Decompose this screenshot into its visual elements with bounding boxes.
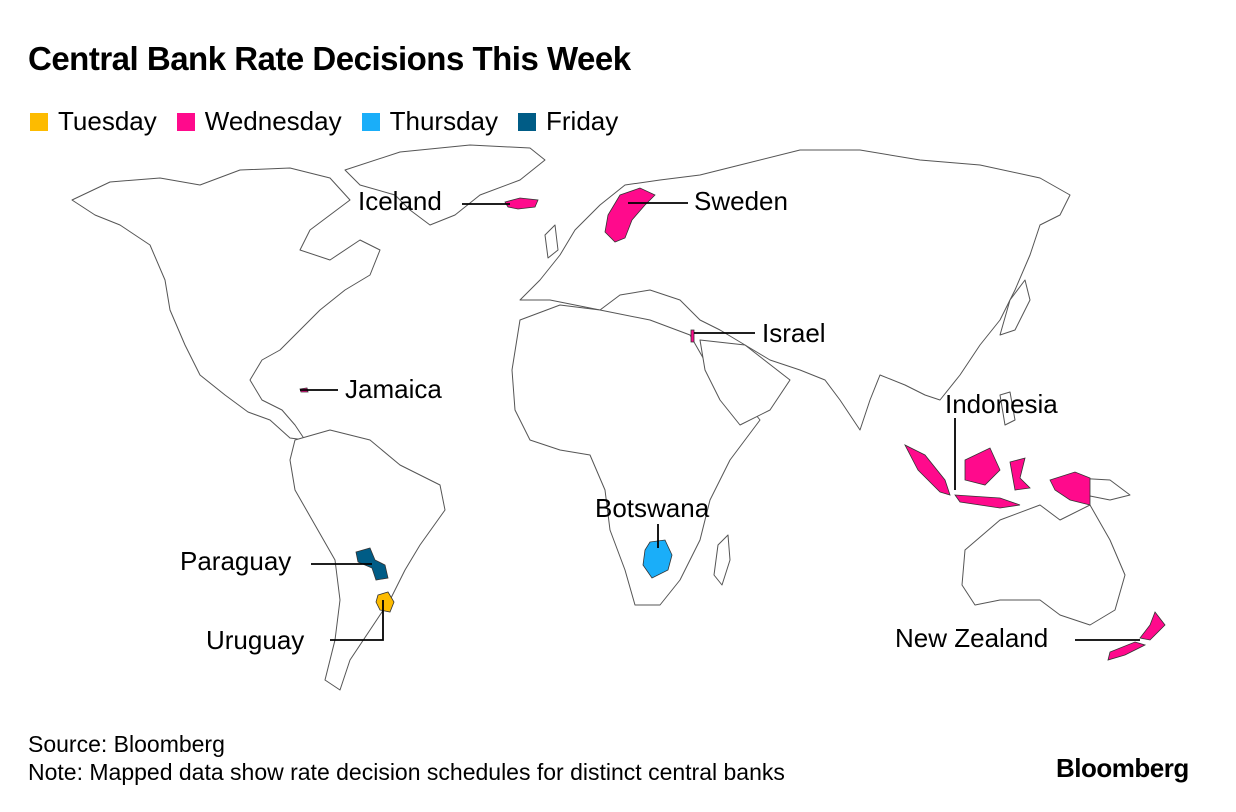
land-outlines — [71, 144, 1131, 691]
legend-label: Tuesday — [58, 106, 157, 136]
label-indonesia: Indonesia — [945, 389, 1058, 419]
new-zealand-shape — [1107, 611, 1166, 661]
legend-item-wednesday: Wednesday — [176, 106, 342, 137]
legend-swatch — [361, 112, 380, 131]
legend: Tuesday Wednesday Thursday Friday — [30, 106, 618, 137]
legend-item-tuesday: Tuesday — [30, 106, 157, 137]
legend-swatch — [176, 112, 195, 131]
label-iceland: Iceland — [358, 186, 442, 216]
legend-swatch — [518, 112, 536, 131]
legend-label: Friday — [546, 106, 619, 136]
indonesia-shape — [904, 444, 1091, 509]
africa — [511, 304, 761, 606]
label-uruguay: Uruguay — [206, 625, 304, 655]
label-jamaica: Jamaica — [345, 374, 442, 404]
chart-title: Central Bank Rate Decisions This Week — [28, 40, 631, 77]
label-paraguay: Paraguay — [180, 546, 291, 576]
iceland-shape — [504, 197, 539, 210]
label-sweden: Sweden — [694, 186, 788, 216]
eurasia — [519, 149, 1071, 431]
footer: Source: Bloomberg Note: Mapped data show… — [28, 730, 785, 786]
sweden-shape — [604, 187, 656, 243]
uk — [544, 224, 559, 259]
philippines — [999, 391, 1016, 426]
leader-lines — [300, 202, 1140, 641]
greenland — [344, 144, 546, 226]
uruguay-shape — [375, 591, 395, 613]
bloomberg-logo: Bloomberg — [1056, 753, 1189, 783]
madagascar — [713, 534, 731, 586]
israel-shape — [690, 329, 695, 343]
arabian-peninsula — [699, 339, 791, 426]
japan — [999, 279, 1031, 336]
legend-label: Wednesday — [204, 106, 342, 136]
source-text: Source: Bloomberg — [28, 731, 225, 757]
botswana-shape — [642, 539, 673, 579]
label-israel: Israel — [762, 318, 826, 348]
australia — [961, 504, 1126, 626]
legend-swatch — [30, 112, 48, 131]
north-america — [71, 167, 381, 441]
label-new-zealand: New Zealand — [895, 623, 1048, 653]
legend-item-thursday: Thursday — [361, 106, 498, 137]
label-botswana: Botswana — [595, 493, 710, 523]
legend-item-friday: Friday — [518, 106, 618, 137]
legend-label: Thursday — [389, 106, 498, 136]
note-text: Note: Mapped data show rate decision sch… — [28, 759, 785, 785]
highlighted-countries — [299, 187, 1166, 661]
